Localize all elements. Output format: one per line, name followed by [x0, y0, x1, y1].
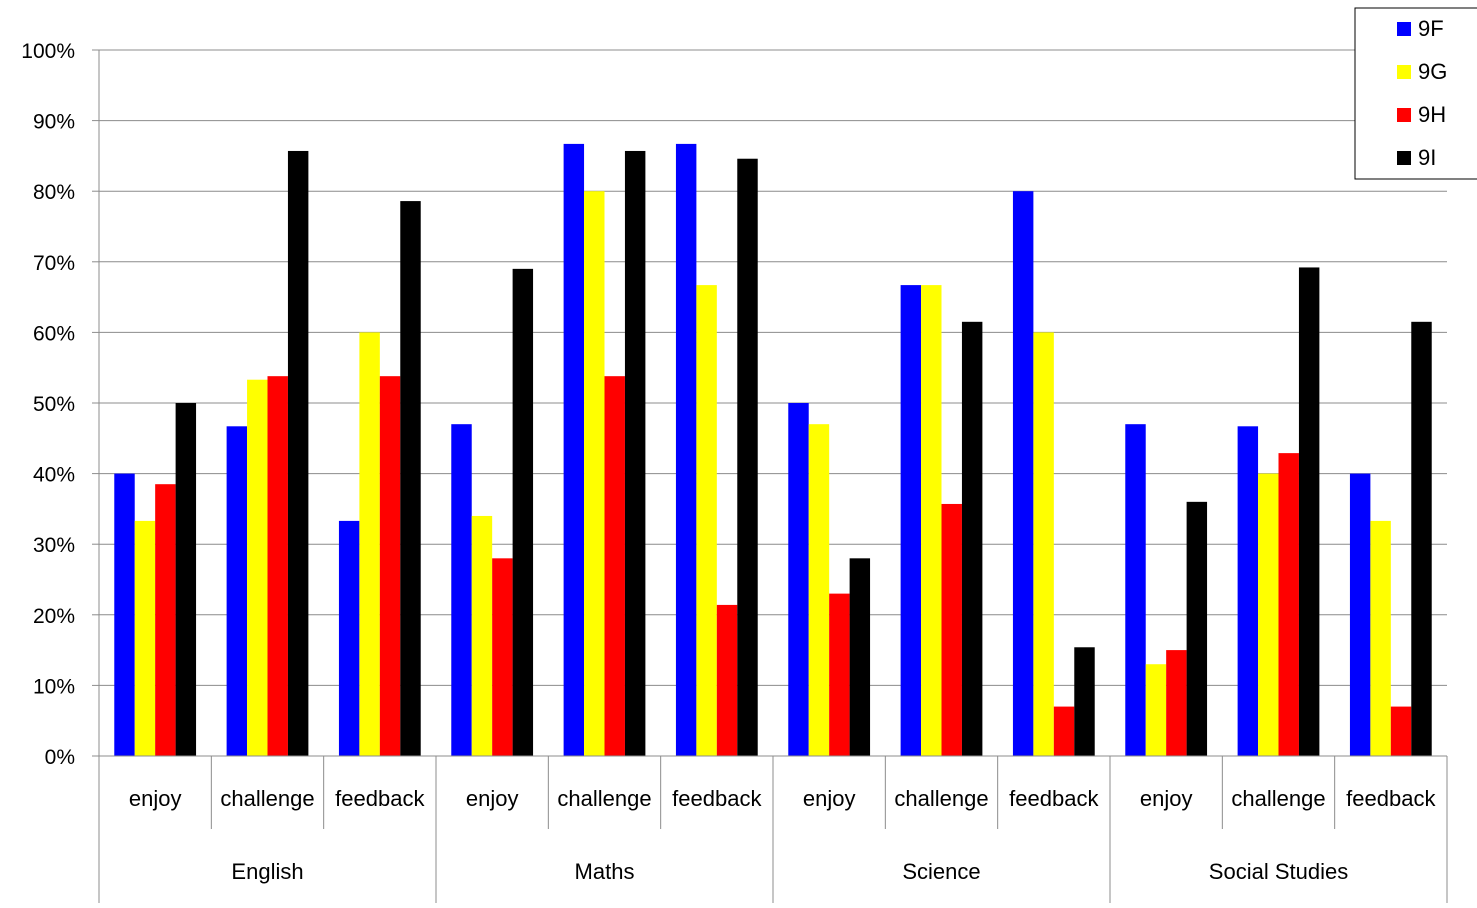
x-category-label: feedback	[1009, 786, 1099, 811]
bar-9h-1	[267, 376, 288, 756]
x-group-label: Maths	[575, 859, 635, 884]
bar-9f-8	[1012, 191, 1034, 756]
bar-9g-6	[808, 424, 830, 756]
legend-swatch-9i	[1397, 151, 1411, 165]
legend-label-9i: 9I	[1418, 145, 1436, 170]
bar-9f-6	[788, 403, 809, 756]
bar-9g-11	[1370, 520, 1391, 756]
bar-9h-0	[155, 484, 176, 756]
bar-9h-2	[379, 376, 401, 756]
x-category-label: enjoy	[1140, 786, 1193, 811]
bar-9f-5	[675, 143, 697, 756]
x-category-label: challenge	[894, 786, 988, 811]
x-category-label: challenge	[1231, 786, 1325, 811]
y-tick-label: 30%	[33, 534, 75, 557]
y-tick-label: 100%	[21, 40, 75, 63]
legend-swatch-9h	[1397, 108, 1411, 122]
y-tick-label: 0%	[45, 746, 75, 769]
bar-9f-1	[226, 426, 248, 756]
legend: 9F 9G 9H 9I	[1354, 7, 1477, 180]
bar-9h-5	[716, 604, 738, 756]
bar-9i-5	[737, 158, 758, 756]
bar-9f-7	[900, 285, 922, 756]
bar-9g-3	[471, 515, 493, 756]
y-tick-label: 20%	[33, 605, 75, 628]
x-category-label: challenge	[557, 786, 651, 811]
bar-9g-10	[1258, 473, 1279, 756]
legend-box	[1354, 7, 1477, 180]
bar-9g-8	[1033, 332, 1054, 756]
y-tick-label: 60%	[33, 322, 75, 345]
bar-9i-11	[1411, 321, 1432, 756]
bar-9i-2	[400, 201, 421, 757]
x-group-label: Science	[902, 859, 980, 884]
bar-9g-7	[921, 285, 942, 756]
bar-9g-0	[134, 520, 156, 756]
bar-9i-7	[961, 321, 983, 756]
bar-9f-10	[1237, 426, 1259, 756]
bar-9h-7	[941, 503, 962, 756]
bar-9i-8	[1074, 647, 1095, 756]
bar-9f-9	[1125, 424, 1146, 756]
bar-9h-11	[1390, 706, 1412, 756]
bar-9i-4	[624, 150, 646, 756]
x-group-label: English	[231, 859, 303, 884]
bar-9f-4	[563, 143, 585, 756]
y-tick-label: 50%	[33, 393, 75, 416]
y-tick-labels: 0% 10% 20% 30% 40% 50% 60% 70% 80% 90% 100%	[21, 40, 75, 769]
legend-swatch-9g	[1397, 65, 1411, 79]
y-tick-label: 10%	[33, 675, 75, 698]
y-tick-label: 90%	[33, 111, 75, 134]
axes	[92, 49, 1448, 903]
y-tick-label: 40%	[33, 464, 75, 487]
bar-9i-3	[512, 268, 534, 756]
legend-label-9f: 9F	[1418, 16, 1444, 41]
bar-9f-0	[114, 473, 135, 756]
x-group-label: Social Studies	[1209, 859, 1348, 884]
bar-9g-4	[584, 191, 605, 756]
x-category-label: enjoy	[466, 786, 519, 811]
legend-label-9h: 9H	[1418, 102, 1446, 127]
bar-9g-1	[247, 379, 268, 756]
bar-9f-11	[1349, 473, 1371, 756]
bar-9h-8	[1053, 706, 1075, 756]
x-category-label: enjoy	[129, 786, 182, 811]
bar-9g-9	[1145, 664, 1167, 756]
bar-9h-6	[829, 593, 850, 756]
x-category-label: challenge	[220, 786, 314, 811]
legend-swatch-9f	[1397, 22, 1411, 36]
bar-9i-0	[175, 403, 197, 756]
bar-9f-2	[338, 520, 360, 756]
x-category-labels: enjoy challenge feedback enjoy challenge feed…	[129, 786, 1437, 884]
gridlines	[99, 49, 1447, 757]
legend-label-9g: 9G	[1418, 59, 1447, 84]
bar-9h-4	[604, 376, 625, 756]
bar-9i-10	[1298, 267, 1320, 756]
bar-9f-3	[451, 424, 472, 756]
bar-9i-1	[287, 150, 309, 756]
bar-9g-2	[359, 332, 380, 756]
bar-9h-9	[1166, 650, 1187, 756]
x-category-label: feedback	[672, 786, 762, 811]
y-tick-label: 70%	[33, 252, 75, 275]
bar-9h-3	[492, 558, 513, 756]
bar-9i-6	[849, 558, 871, 756]
bars	[114, 143, 1432, 757]
x-category-label: feedback	[1346, 786, 1436, 811]
bar-9i-9	[1186, 501, 1208, 756]
bar-9g-5	[696, 285, 717, 756]
x-category-label: feedback	[335, 786, 425, 811]
x-category-label: enjoy	[803, 786, 856, 811]
bar-9h-10	[1278, 453, 1299, 756]
y-tick-label: 80%	[33, 181, 75, 204]
